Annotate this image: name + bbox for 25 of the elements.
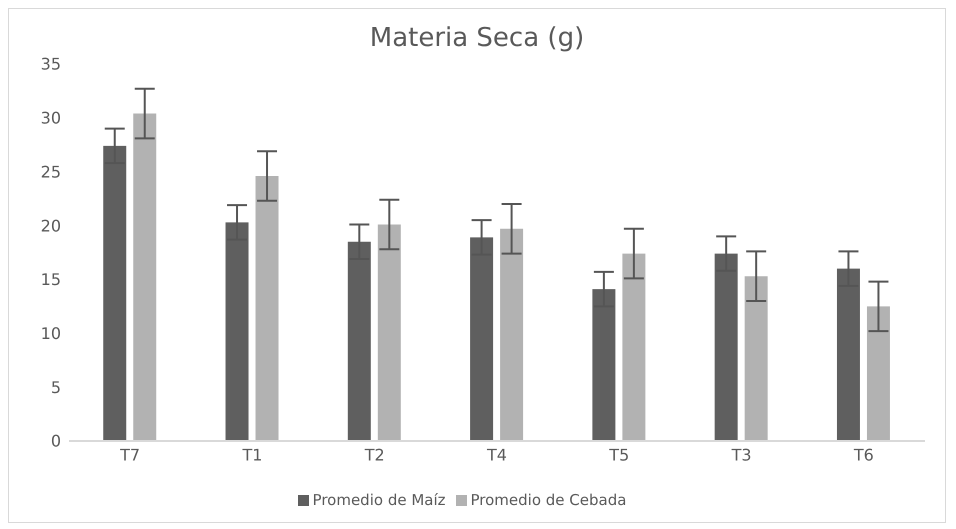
x-tick-label: T3 [730,445,752,464]
y-tick-label: 5 [50,378,61,397]
y-tick-label: 0 [50,432,61,451]
x-tick-label: T2 [364,445,385,464]
y-tick-label: 25 [40,162,61,182]
x-tick-label: T4 [486,445,507,464]
y-tick-label: 30 [40,108,61,128]
y-tick-label: 10 [40,324,61,343]
bar [133,114,156,441]
x-tick-label: T7 [119,445,140,464]
bar [500,228,524,441]
legend-label: Promedio de Cebada [470,491,626,509]
y-tick-label: 35 [40,54,61,74]
y-tick-label: 20 [40,216,61,236]
bar [866,306,890,441]
legend-label: Promedio de Maíz [312,491,446,509]
chart-title: Materia Seca (g) [368,23,586,53]
x-tick-label: T5 [608,445,630,464]
bar [378,224,401,441]
bar [256,176,279,441]
bar [744,276,768,441]
x-tick-label: T6 [852,445,874,464]
x-tick-label: T1 [241,445,262,464]
bar [622,254,646,441]
y-tick-label: 15 [40,270,61,290]
